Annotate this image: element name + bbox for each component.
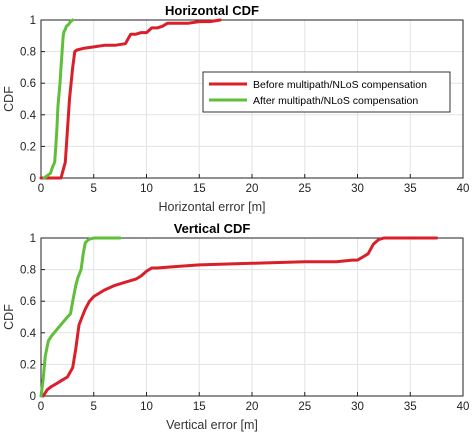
x-tick-label: 25 bbox=[298, 401, 311, 413]
y-tick-label: 0.6 bbox=[20, 296, 36, 308]
chart-title: Vertical CDF bbox=[174, 221, 251, 236]
y-tick-label: 0.4 bbox=[20, 328, 37, 340]
y-axis-label: CDF bbox=[2, 86, 16, 112]
x-tick-label: 30 bbox=[351, 183, 364, 195]
legend-label-before: Before multipath/NLoS compensation bbox=[253, 79, 427, 91]
chart-title: Horizontal CDF bbox=[165, 3, 259, 18]
x-tick-label: 35 bbox=[404, 183, 417, 195]
y-tick-label: 0.2 bbox=[20, 359, 36, 371]
y-tick-label: 1 bbox=[30, 233, 36, 245]
x-tick-label: 15 bbox=[193, 401, 206, 413]
x-tick-label: 5 bbox=[91, 401, 97, 413]
y-tick-label: 0.8 bbox=[20, 265, 36, 277]
x-tick-label: 10 bbox=[140, 401, 153, 413]
series-line-after bbox=[39, 236, 122, 398]
plot-frame bbox=[40, 19, 464, 179]
vertical-cdf-panel: 0 5 10 15 20 25 30 35 40 0 0.2 0.4 0.6 0.8 1 Vertical C… bbox=[2, 221, 469, 432]
x-tick-label: 5 bbox=[91, 183, 97, 195]
legend-label-after: After multipath/NLoS compensation bbox=[253, 95, 418, 107]
x-tick-label: 0 bbox=[38, 401, 44, 413]
series-line-before bbox=[41, 236, 439, 398]
x-tick-label: 40 bbox=[457, 183, 470, 195]
legend-box bbox=[202, 71, 451, 113]
plot-frame bbox=[40, 237, 464, 397]
x-tick-label: 40 bbox=[457, 401, 470, 413]
y-tick-label: 0 bbox=[30, 173, 36, 185]
x-axis-label: Vertical error [m] bbox=[166, 418, 258, 432]
x-tick-label: 30 bbox=[351, 401, 364, 413]
x-tick-label: 25 bbox=[298, 183, 311, 195]
x-tick-label: 20 bbox=[246, 183, 259, 195]
x-tick-label: 20 bbox=[246, 401, 259, 413]
y-tick-label: 0.4 bbox=[20, 110, 37, 122]
x-tick-label: 10 bbox=[140, 183, 153, 195]
x-tick-label: 35 bbox=[404, 401, 417, 413]
y-tick-label: 0.6 bbox=[20, 78, 36, 90]
x-axis-label: Horizontal error [m] bbox=[159, 200, 266, 214]
y-axis-label: CDF bbox=[2, 304, 16, 330]
y-tick-label: 0.8 bbox=[20, 47, 36, 59]
x-tick-label: 15 bbox=[193, 183, 206, 195]
series-line-before bbox=[39, 18, 222, 180]
x-tick-label: 0 bbox=[38, 183, 44, 195]
series-line-after bbox=[42, 18, 75, 180]
y-tick-label: 0.2 bbox=[20, 141, 36, 153]
y-tick-label: 1 bbox=[30, 15, 36, 27]
y-tick-label: 0 bbox=[30, 391, 36, 403]
horizontal-cdf-panel: 0 5 10 15 20 25 30 35 40 0 0.2 0.4 0.6 0.8 1 Horizontal… bbox=[2, 3, 469, 214]
